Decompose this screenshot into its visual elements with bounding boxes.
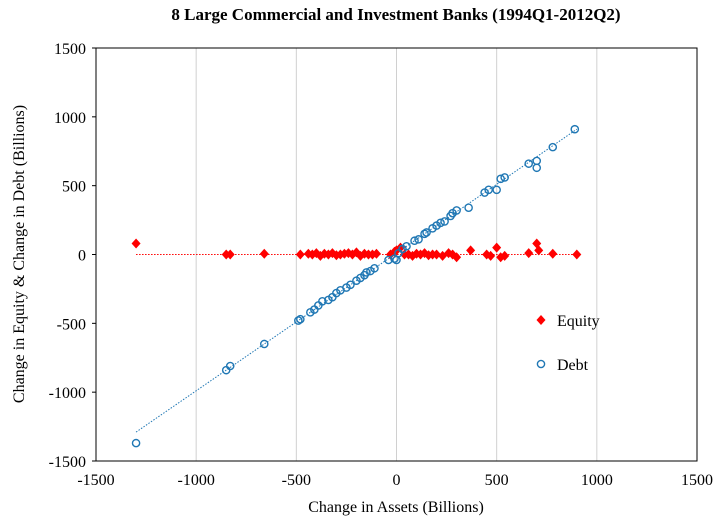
point <box>524 159 534 168</box>
point <box>464 203 473 212</box>
x-tick-label: -1500 <box>77 472 114 489</box>
point <box>225 249 235 260</box>
point <box>532 163 542 173</box>
point <box>492 242 502 253</box>
x-axis-label: Change in Assets (Billions) <box>308 499 484 516</box>
point <box>452 206 461 215</box>
legend-label: Equity <box>557 313 600 330</box>
point <box>436 218 445 228</box>
x-tick-label: -1000 <box>178 472 215 489</box>
point <box>524 248 534 259</box>
y-tick-label: -500 <box>57 316 86 333</box>
point <box>295 249 305 260</box>
point <box>420 229 429 239</box>
point <box>384 255 393 265</box>
x-tick-label: 500 <box>485 472 509 489</box>
legend-marker <box>536 359 546 369</box>
point <box>534 245 544 256</box>
point <box>259 248 269 259</box>
point <box>259 339 269 349</box>
point <box>402 241 411 251</box>
point <box>314 301 323 310</box>
point <box>412 248 422 259</box>
legend-marker <box>536 315 546 325</box>
point <box>548 142 558 152</box>
y-axis-label: Change in Equity & Change in Debt (Billi… <box>11 105 28 403</box>
point <box>432 249 442 260</box>
point <box>346 280 355 290</box>
point <box>532 156 542 166</box>
point <box>572 249 582 260</box>
point <box>131 438 141 448</box>
point <box>496 174 505 184</box>
point <box>414 235 423 244</box>
point <box>296 314 305 324</box>
y-tick-label: 0 <box>78 248 86 265</box>
point <box>370 263 379 273</box>
point <box>318 297 327 306</box>
point <box>466 245 476 256</box>
point <box>570 124 580 134</box>
point <box>319 248 329 259</box>
point <box>390 254 399 263</box>
x-tick-label: 1500 <box>681 472 713 489</box>
point <box>371 248 381 259</box>
trendline <box>135 128 578 433</box>
y-tick-label: 1500 <box>54 41 86 58</box>
x-tick-label: 1000 <box>581 472 613 489</box>
legend-label: Debt <box>557 357 589 374</box>
point <box>410 236 419 246</box>
point <box>225 361 235 371</box>
point <box>484 185 493 195</box>
point <box>500 250 510 261</box>
point <box>294 316 303 325</box>
y-tick-label: 500 <box>62 179 86 196</box>
y-tick-label: 1000 <box>54 110 86 127</box>
point <box>548 248 558 259</box>
point <box>452 252 462 263</box>
point <box>492 185 501 195</box>
chart-title: 8 Large Commercial and Investment Banks … <box>171 5 620 24</box>
y-tick-label: -1500 <box>49 454 86 471</box>
plot-frame <box>95 47 698 462</box>
point <box>486 250 496 261</box>
x-tick-label: 0 <box>393 472 401 489</box>
point <box>362 268 371 277</box>
point <box>440 217 449 226</box>
point <box>422 228 431 237</box>
x-tick-label: -500 <box>282 472 311 489</box>
point <box>359 248 369 259</box>
point <box>131 238 141 249</box>
y-tick-label: -1000 <box>49 385 86 402</box>
point <box>303 248 313 259</box>
point <box>500 173 509 182</box>
